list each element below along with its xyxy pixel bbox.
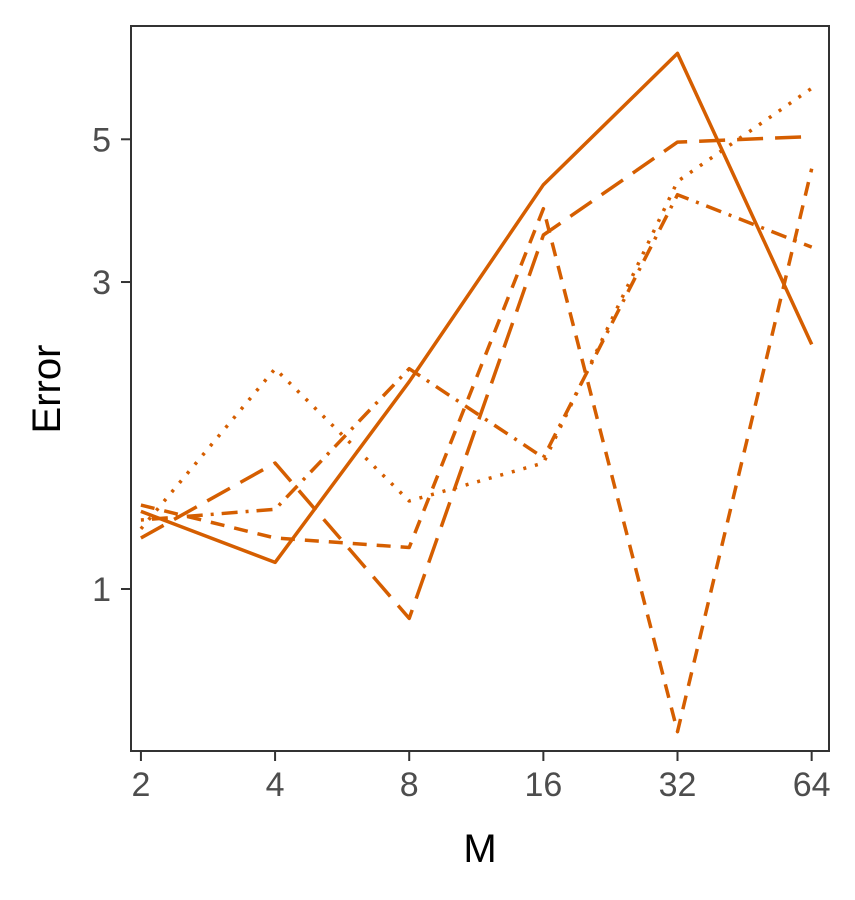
plot-panel: [130, 25, 830, 752]
x-axis: 2 4 8 16 32 64: [131, 751, 831, 804]
x-tick-label: 8: [400, 766, 419, 804]
series-line-1: [140, 51, 814, 565]
x-axis-title: M: [463, 827, 496, 871]
series-line-2: [140, 134, 812, 621]
x-tick-label: 16: [524, 766, 562, 804]
x-tick-label: 64: [793, 766, 831, 804]
y-tick-label: 1: [92, 571, 111, 609]
series-layer: [139, 51, 814, 734]
y-tick-label: 5: [92, 121, 111, 159]
x-tick-label: 32: [659, 766, 697, 804]
y-axis: 1 3 5: [92, 121, 131, 609]
series-line-5: [140, 192, 813, 522]
x-tick-label: 4: [266, 766, 285, 804]
x-tick-label: 2: [131, 766, 150, 804]
y-axis-title: Error: [25, 345, 69, 434]
series-line-3: [140, 168, 814, 734]
y-tick-label: 3: [92, 264, 111, 302]
